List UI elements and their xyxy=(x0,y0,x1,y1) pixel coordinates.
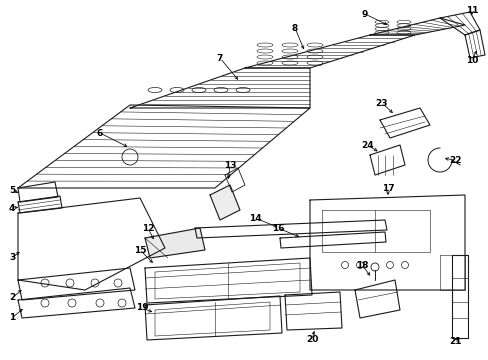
Text: 11: 11 xyxy=(465,5,477,14)
Text: 13: 13 xyxy=(224,161,236,170)
Text: 1: 1 xyxy=(9,314,15,323)
Text: 9: 9 xyxy=(361,9,367,18)
Text: 19: 19 xyxy=(135,303,148,312)
Text: 24: 24 xyxy=(361,140,373,149)
Text: 3: 3 xyxy=(9,253,15,262)
Text: 4: 4 xyxy=(9,203,15,212)
Text: 23: 23 xyxy=(375,99,387,108)
Text: 22: 22 xyxy=(448,156,460,165)
Text: 10: 10 xyxy=(465,55,477,64)
Text: 16: 16 xyxy=(271,224,284,233)
Text: 2: 2 xyxy=(9,293,15,302)
Polygon shape xyxy=(145,228,204,258)
Text: 21: 21 xyxy=(448,338,460,346)
Text: 20: 20 xyxy=(305,336,318,345)
Text: 8: 8 xyxy=(291,23,298,32)
Text: 14: 14 xyxy=(248,213,261,222)
Text: 15: 15 xyxy=(134,246,146,255)
Text: 18: 18 xyxy=(355,261,367,270)
Text: 12: 12 xyxy=(142,224,154,233)
Text: 5: 5 xyxy=(9,185,15,194)
Text: 17: 17 xyxy=(381,184,393,193)
Text: 6: 6 xyxy=(97,129,103,138)
Text: 7: 7 xyxy=(216,54,223,63)
Polygon shape xyxy=(209,185,240,220)
